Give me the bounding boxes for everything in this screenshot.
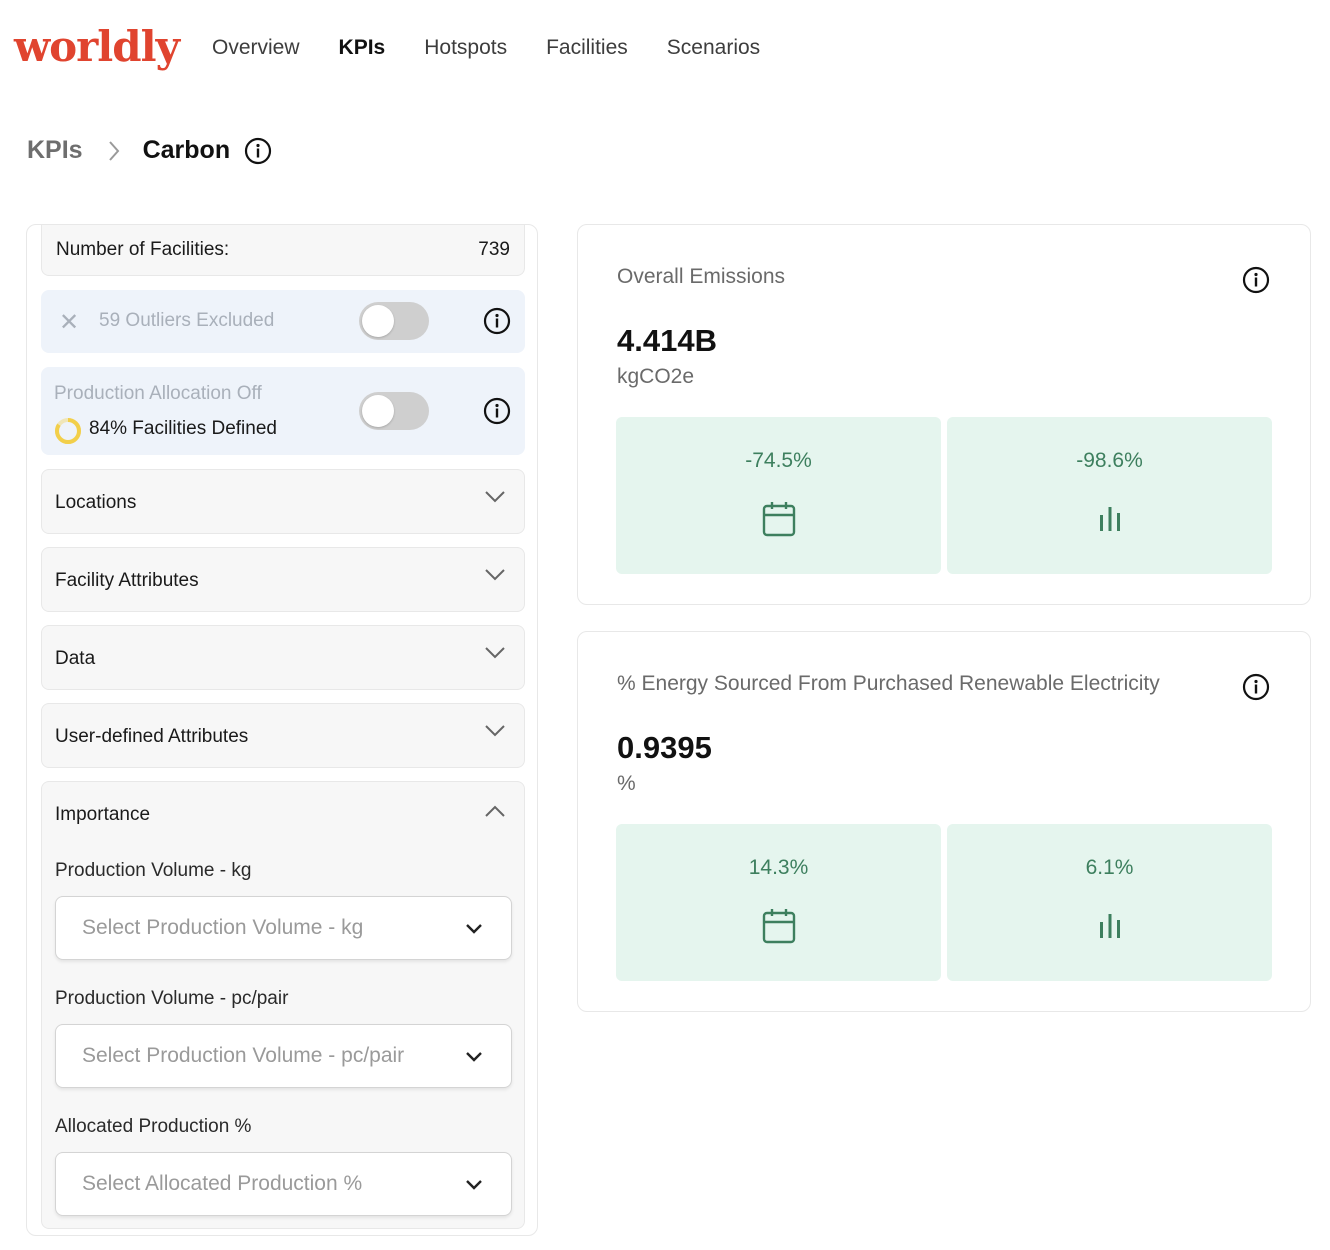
kpi-change-value: 6.1% [1085,856,1134,879]
bar-chart-icon [1099,914,1120,938]
kpi-value: 0.9395 [617,730,712,765]
production-allocation-label: Production Allocation Off [54,383,262,404]
kpi-title: % Energy Sourced From Purchased Renewabl… [617,672,1160,695]
chevron-down-icon [466,1052,482,1062]
kpi-change-value: 14.3% [748,856,809,879]
production-volume-kg-select[interactable]: Select Production Volume - kg [55,896,512,960]
kpi-change-value: -98.6% [1076,449,1143,472]
kpi-change-tile-benchmark[interactable]: 6.1% [947,824,1272,981]
outliers-label: 59 Outliers Excluded [99,310,275,331]
info-icon[interactable] [1242,266,1270,294]
nav-facilities[interactable]: Facilities [546,36,628,59]
calendar-icon [762,909,795,944]
kpi-unit: % [617,772,636,795]
breadcrumb-kpis-link[interactable]: KPIs [27,136,83,164]
outliers-filter: ✕ 59 Outliers Excluded [41,290,525,353]
calendar-icon [762,502,795,537]
nav-kpis[interactable]: KPIs [338,36,386,59]
section-title: User-defined Attributes [55,726,249,747]
kpi-title: Overall Emissions [617,265,786,288]
chevron-down-icon[interactable] [484,490,506,504]
filter-panel: Number of Facilities: 739 ✕ 59 Outliers … [26,224,538,1236]
info-icon[interactable] [244,137,272,165]
progress-ring-icon [55,418,81,444]
chevron-down-icon [466,1180,482,1190]
bar-chart-icon [1099,507,1120,531]
select-placeholder: Select Production Volume - kg [82,916,364,939]
outliers-toggle[interactable] [359,302,429,340]
select-placeholder: Select Production Volume - pc/pair [82,1044,405,1067]
chevron-down-icon[interactable] [484,568,506,582]
kpi-change-tile-benchmark[interactable]: -98.6% [947,417,1272,574]
production-allocation-filter: Production Allocation Off 84% Facilities… [41,367,525,455]
importance-section: Importance Production Volume - kg Select… [41,781,525,1229]
page-title: Carbon [142,136,231,164]
user-defined-attributes-section[interactable]: User-defined Attributes [41,703,525,768]
kpi-unit: kgCO2e [617,365,695,388]
production-volume-kg-label: Production Volume - kg [55,860,252,881]
info-icon[interactable] [483,397,511,425]
data-section[interactable]: Data [41,625,525,690]
facilities-count-value: 739 [478,239,510,260]
kpi-card-overall-emissions: Overall Emissions 4.414B kgCO2e -74.5% -… [577,224,1311,605]
chevron-up-icon[interactable] [484,804,506,818]
section-title[interactable]: Importance [55,804,151,825]
facilities-count-row: Number of Facilities: 739 [41,225,525,276]
nav-overview[interactable]: Overview [212,36,300,59]
nav-hotspots[interactable]: Hotspots [424,36,508,59]
select-placeholder: Select Allocated Production % [82,1172,363,1195]
production-volume-pc-select[interactable]: Select Production Volume - pc/pair [55,1024,512,1088]
chevron-down-icon[interactable] [484,724,506,738]
close-icon[interactable]: ✕ [59,309,80,336]
allocated-production-select[interactable]: Select Allocated Production % [55,1152,512,1216]
kpi-change-tile-period[interactable]: -74.5% [616,417,941,574]
kpi-change-value: -74.5% [745,449,812,472]
worldly-logo[interactable]: worldly [14,22,180,71]
section-title: Facility Attributes [55,570,199,591]
section-title: Locations [55,492,137,513]
section-title: Data [55,648,96,669]
info-icon[interactable] [1242,673,1270,701]
chevron-down-icon [466,924,482,934]
breadcrumb: KPIs Carbon [27,136,272,165]
kpi-change-tile-period[interactable]: 14.3% [616,824,941,981]
kpi-value: 4.414B [617,323,717,358]
facility-attributes-section[interactable]: Facility Attributes [41,547,525,612]
main-nav: Overview KPIs Hotspots Facilities Scenar… [212,36,760,60]
chevron-down-icon[interactable] [484,646,506,660]
production-volume-pc-label: Production Volume - pc/pair [55,988,289,1009]
chevron-right-icon [108,140,119,161]
production-allocation-toggle[interactable] [359,392,429,430]
facilities-count-label: Number of Facilities: [56,239,230,260]
facilities-defined-text: 84% Facilities Defined [89,418,277,439]
allocated-production-label: Allocated Production % [55,1116,252,1137]
locations-section[interactable]: Locations [41,469,525,534]
info-icon[interactable] [483,307,511,335]
nav-scenarios[interactable]: Scenarios [666,36,761,59]
kpi-card-renewable-electricity: % Energy Sourced From Purchased Renewabl… [577,631,1311,1012]
